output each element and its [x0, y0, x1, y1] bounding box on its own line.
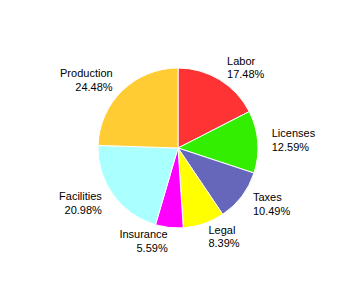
svg-text:Insurance5.59%: Insurance5.59% [119, 228, 168, 254]
svg-text:Legal8.39%: Legal8.39% [208, 224, 239, 250]
svg-text:Taxes10.49%: Taxes10.49% [253, 191, 291, 217]
svg-text:Labor17.48%: Labor17.48% [227, 55, 265, 81]
svg-text:Licenses12.59%: Licenses12.59% [272, 127, 316, 153]
svg-text:Facilities20.98%: Facilities20.98% [59, 190, 102, 216]
svg-text:Production24.48%: Production24.48% [60, 67, 113, 93]
